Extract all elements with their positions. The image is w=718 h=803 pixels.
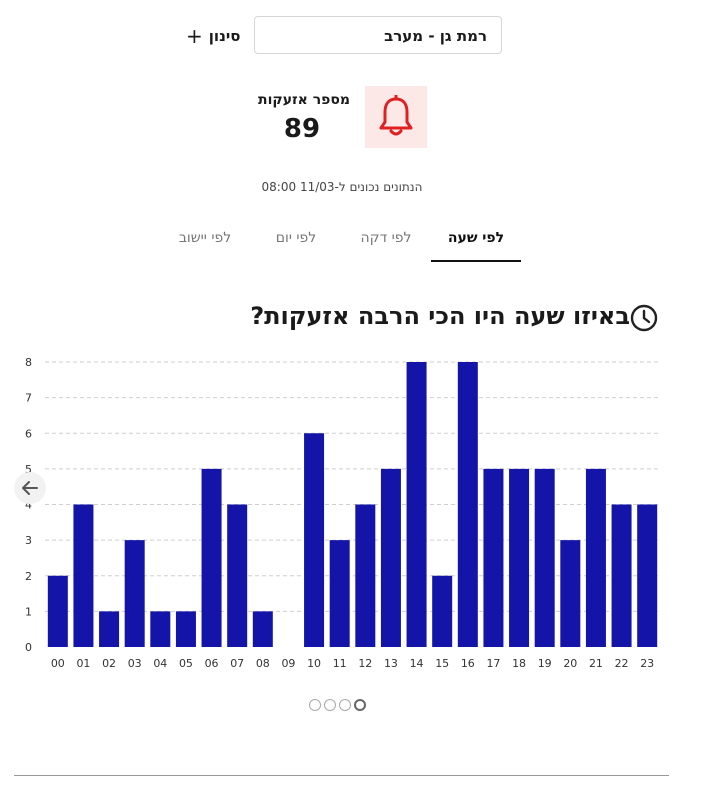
x-tick-label: 19: [538, 657, 552, 670]
bar-hour-06[interactable]: [201, 468, 222, 647]
x-tick-label: 15: [435, 657, 449, 670]
chart-title: באיזו שעה היו הכי הרבה אזעקות?: [250, 302, 630, 330]
bar-hour-14[interactable]: [406, 362, 427, 647]
bar-hour-23[interactable]: [637, 504, 658, 648]
alerts-count: 89: [283, 114, 321, 144]
x-tick-label: 13: [384, 657, 398, 670]
bar-hour-22[interactable]: [611, 504, 632, 648]
updated-timestamp: הנתונים נכונים ל-11/03 08:00: [261, 180, 423, 194]
x-tick-label: 17: [486, 657, 500, 670]
bar-hour-05[interactable]: [175, 611, 196, 647]
bar-hour-16[interactable]: [457, 362, 478, 647]
bar-hour-10[interactable]: [304, 433, 325, 647]
bar-hour-15[interactable]: [432, 575, 453, 647]
x-tick-label: 23: [640, 657, 654, 670]
location-value: רמת גן - מערב: [384, 27, 487, 45]
y-tick-label: 4: [25, 499, 32, 512]
bar-hour-07[interactable]: [227, 504, 248, 648]
x-tick-label: 11: [333, 657, 347, 670]
x-tick-label: 08: [256, 657, 270, 670]
x-tick-label: 10: [307, 657, 321, 670]
bar-hour-19[interactable]: [534, 468, 555, 647]
filter-label: סינון: [208, 27, 241, 45]
bar-hour-17[interactable]: [483, 468, 504, 647]
y-tick-label: 5: [25, 463, 32, 476]
bell-icon: [379, 95, 413, 136]
carousel-dot[interactable]: [309, 699, 321, 711]
bar-hour-21[interactable]: [585, 468, 606, 647]
tab-by-hour[interactable]: לפי שעה: [447, 230, 505, 246]
bar-hour-12[interactable]: [355, 504, 376, 648]
plus-icon: +: [186, 24, 203, 48]
bar-hour-13[interactable]: [380, 468, 401, 647]
y-tick-label: 7: [25, 392, 32, 405]
x-tick-label: 06: [205, 657, 219, 670]
bell-icon-box: [365, 86, 427, 148]
y-tick-label: 8: [25, 356, 32, 369]
x-tick-label: 07: [230, 657, 244, 670]
y-tick-label: 6: [25, 427, 32, 440]
x-tick-label: 16: [461, 657, 475, 670]
bar-hour-20[interactable]: [560, 540, 581, 647]
alerts-label: מספר אזעקות: [258, 92, 350, 108]
x-tick-label: 18: [512, 657, 526, 670]
arrow-left-icon: [22, 481, 38, 495]
x-tick-label: 21: [589, 657, 603, 670]
x-tick-label: 12: [358, 657, 372, 670]
x-tick-label: 01: [76, 657, 90, 670]
x-tick-label: 09: [281, 657, 295, 670]
y-tick-label: 1: [25, 605, 32, 618]
tab-by-minute[interactable]: לפי דקה: [360, 230, 412, 246]
y-tick-label: 0: [25, 641, 32, 654]
tab-by-day[interactable]: לפי יום: [275, 230, 317, 246]
x-tick-label: 14: [410, 657, 424, 670]
bar-hour-04[interactable]: [150, 611, 171, 647]
carousel-dot[interactable]: [354, 699, 366, 711]
filter-button[interactable]: סינון +: [186, 24, 240, 48]
carousel-dots: [309, 699, 366, 711]
x-tick-label: 02: [102, 657, 116, 670]
clock-icon: [630, 304, 658, 332]
carousel-dot[interactable]: [324, 699, 336, 711]
tab-by-locality[interactable]: לפי יישוב: [178, 230, 232, 246]
x-tick-label: 00: [51, 657, 65, 670]
bar-hour-11[interactable]: [329, 540, 350, 647]
x-tick-label: 03: [128, 657, 142, 670]
bottom-divider: [14, 775, 669, 776]
bar-hour-18[interactable]: [509, 468, 530, 647]
carousel-dot[interactable]: [339, 699, 351, 711]
bar-hour-00[interactable]: [47, 575, 68, 647]
bar-hour-02[interactable]: [99, 611, 120, 647]
location-select[interactable]: רמת גן - מערב: [254, 16, 502, 54]
carousel-prev-button[interactable]: [14, 472, 46, 504]
x-tick-label: 22: [615, 657, 629, 670]
x-tick-label: 04: [153, 657, 167, 670]
y-tick-label: 3: [25, 534, 32, 547]
bar-hour-08[interactable]: [252, 611, 273, 647]
x-tick-label: 05: [179, 657, 193, 670]
x-tick-label: 20: [563, 657, 577, 670]
y-tick-label: 2: [25, 570, 32, 583]
active-tab-underline: [431, 260, 521, 262]
bar-hour-03[interactable]: [124, 540, 145, 647]
bar-hour-01[interactable]: [73, 504, 94, 648]
